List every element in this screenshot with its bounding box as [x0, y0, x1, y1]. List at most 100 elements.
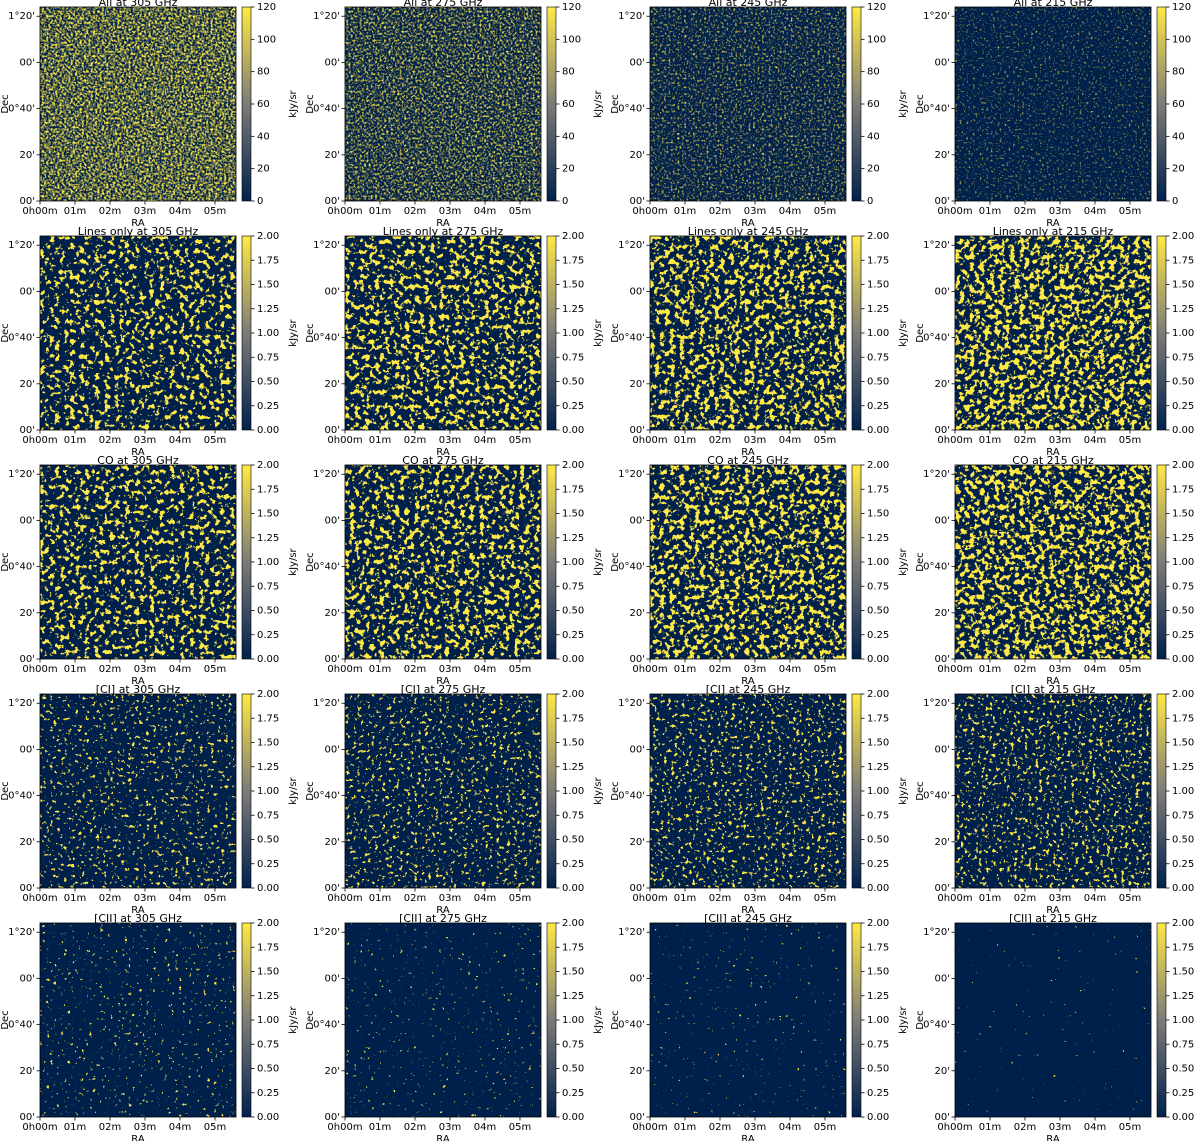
- colorbar-tick-label: 0.25: [257, 401, 279, 412]
- y-tick-label: 20': [20, 837, 35, 848]
- colorbar-tick-label: 20: [867, 164, 880, 175]
- y-tick-label: 00': [935, 425, 950, 436]
- y-tick-label: 1°20': [313, 469, 340, 480]
- y-tick-label: 0°40': [313, 104, 340, 115]
- x-tick-label: 04m: [474, 435, 496, 446]
- colorbar-label: kJy/sr: [593, 1005, 604, 1033]
- y-axis-label: Dec: [305, 781, 316, 800]
- y-axis-label: Dec: [915, 781, 926, 800]
- colorbar-tick-label: 40: [257, 131, 270, 142]
- y-tick-label: 0°40': [923, 333, 950, 344]
- y-tick-label: 00': [630, 196, 645, 207]
- colorbar-tick-label: 1.75: [562, 713, 584, 724]
- y-axis-label: Dec: [0, 1010, 11, 1029]
- colorbar-tick-label: 100: [562, 34, 581, 45]
- panel-title: [CII] at 305 GHz: [94, 912, 182, 925]
- colorbar-tick-label: 120: [562, 2, 581, 13]
- colorbar-tick-label: 0.75: [257, 810, 279, 821]
- colorbar-tick-label: 1.00: [1172, 1015, 1194, 1026]
- y-tick-label: 00': [935, 515, 950, 526]
- map-image: [955, 923, 1151, 1117]
- colorbar-tick-label: 0.00: [1172, 883, 1194, 894]
- colorbar-tick-label: 100: [867, 34, 886, 45]
- colorbar-tick-label: 60: [1172, 99, 1185, 110]
- y-tick-label: 00': [630, 744, 645, 755]
- y-tick-label: 20': [935, 379, 950, 390]
- x-tick-label: 03m: [1049, 893, 1071, 904]
- colorbar-tick-label: 2.00: [867, 460, 889, 471]
- x-tick-label: 05m: [509, 206, 531, 217]
- x-tick-label: 0h00m: [632, 893, 667, 904]
- y-axis-label: Dec: [610, 94, 621, 113]
- colorbar-tick-label: 0: [257, 196, 263, 207]
- colorbar-label: kJy/sr: [288, 776, 299, 804]
- x-tick-label: 01m: [674, 435, 696, 446]
- y-tick-label: 00': [935, 883, 950, 894]
- x-tick-label: 01m: [979, 435, 1001, 446]
- colorbar-tick-label: 2.00: [867, 689, 889, 700]
- colorbar-tick-label: 0.50: [257, 835, 279, 846]
- colorbar-tick-label: 120: [1172, 2, 1191, 13]
- panel: CO at 245 GHz 0h00m 01m 02m 03m 04m 05m 00' 20' 0…: [610, 454, 909, 687]
- colorbar: [241, 922, 252, 1118]
- colorbar-label: kJy/sr: [593, 776, 604, 804]
- y-tick-label: 00': [935, 744, 950, 755]
- colorbar-tick-label: 0.00: [867, 425, 889, 436]
- colorbar-tick-label: 40: [562, 131, 575, 142]
- panel: [CII] at 305 GHz 0h00m 01m 02m 03m 04m 05m 00' 2…: [0, 912, 299, 1141]
- colorbar-tick-label: 0.25: [1172, 401, 1194, 412]
- colorbar-tick-label: 0.00: [1172, 654, 1194, 665]
- x-tick-label: 0h00m: [327, 1122, 362, 1133]
- colorbar-tick-label: 60: [257, 99, 270, 110]
- x-tick-label: 0h00m: [937, 435, 972, 446]
- y-tick-label: 1°20': [8, 927, 35, 938]
- y-axis-label: Dec: [0, 94, 11, 113]
- colorbar-tick-label: 1.75: [562, 255, 584, 266]
- y-tick-label: 00': [630, 973, 645, 984]
- x-axis-label: RA: [741, 676, 755, 687]
- colorbar-tick-label: 1.00: [867, 328, 889, 339]
- colorbar-tick-label: 1.50: [562, 967, 584, 978]
- y-tick-label: 20': [325, 150, 340, 161]
- x-tick-label: 0h00m: [632, 1122, 667, 1133]
- x-tick-label: 05m: [1119, 893, 1141, 904]
- y-tick-label: 1°20': [618, 240, 645, 251]
- colorbar-tick-label: 1.25: [1172, 304, 1194, 315]
- colorbar-tick-label: 1.75: [867, 255, 889, 266]
- x-tick-label: 04m: [779, 435, 801, 446]
- colorbar-tick-label: 1.25: [867, 991, 889, 1002]
- x-tick-label: 02m: [99, 664, 121, 675]
- y-axis-label: Dec: [305, 94, 316, 113]
- x-tick-label: 04m: [1084, 1122, 1106, 1133]
- colorbar-tick-label: 1.25: [562, 533, 584, 544]
- panel: All at 215 GHz 0h00m 01m 02m 03m 04m 05m 00' 20'…: [915, 0, 1191, 229]
- colorbar-tick-label: 1.50: [1172, 738, 1194, 749]
- x-tick-label: 02m: [99, 1122, 121, 1133]
- x-axis-label: RA: [131, 676, 145, 687]
- x-tick-label: 03m: [439, 206, 461, 217]
- x-tick-label: 01m: [979, 1122, 1001, 1133]
- colorbar-tick-label: 0.00: [257, 883, 279, 894]
- y-tick-label: 20': [630, 608, 645, 619]
- colorbar: [546, 235, 557, 431]
- x-tick-label: 03m: [1049, 664, 1071, 675]
- map-image: [345, 236, 541, 430]
- y-tick-label: 0°40': [313, 1020, 340, 1031]
- colorbar: [241, 464, 252, 660]
- x-tick-label: 04m: [1084, 435, 1106, 446]
- y-tick-label: 00': [20, 515, 35, 526]
- colorbar-tick-label: 0.75: [257, 352, 279, 363]
- colorbar-tick-label: 1.00: [562, 786, 584, 797]
- colorbar-tick-label: 1.75: [867, 942, 889, 953]
- x-tick-label: 05m: [509, 435, 531, 446]
- panel-title: Lines only at 305 GHz: [78, 225, 199, 238]
- x-axis-label: RA: [1046, 676, 1060, 687]
- colorbar-tick-label: 1.25: [562, 762, 584, 773]
- y-tick-label: 00': [20, 883, 35, 894]
- colorbar: [851, 235, 862, 431]
- panel: All at 305 GHz 0h00m 01m 02m 03m 04m 05m 00' 20'…: [0, 0, 299, 229]
- y-tick-label: 00': [325, 196, 340, 207]
- x-tick-label: 0h00m: [937, 893, 972, 904]
- colorbar-tick-label: 1.00: [257, 786, 279, 797]
- colorbar-tick-label: 0.25: [1172, 859, 1194, 870]
